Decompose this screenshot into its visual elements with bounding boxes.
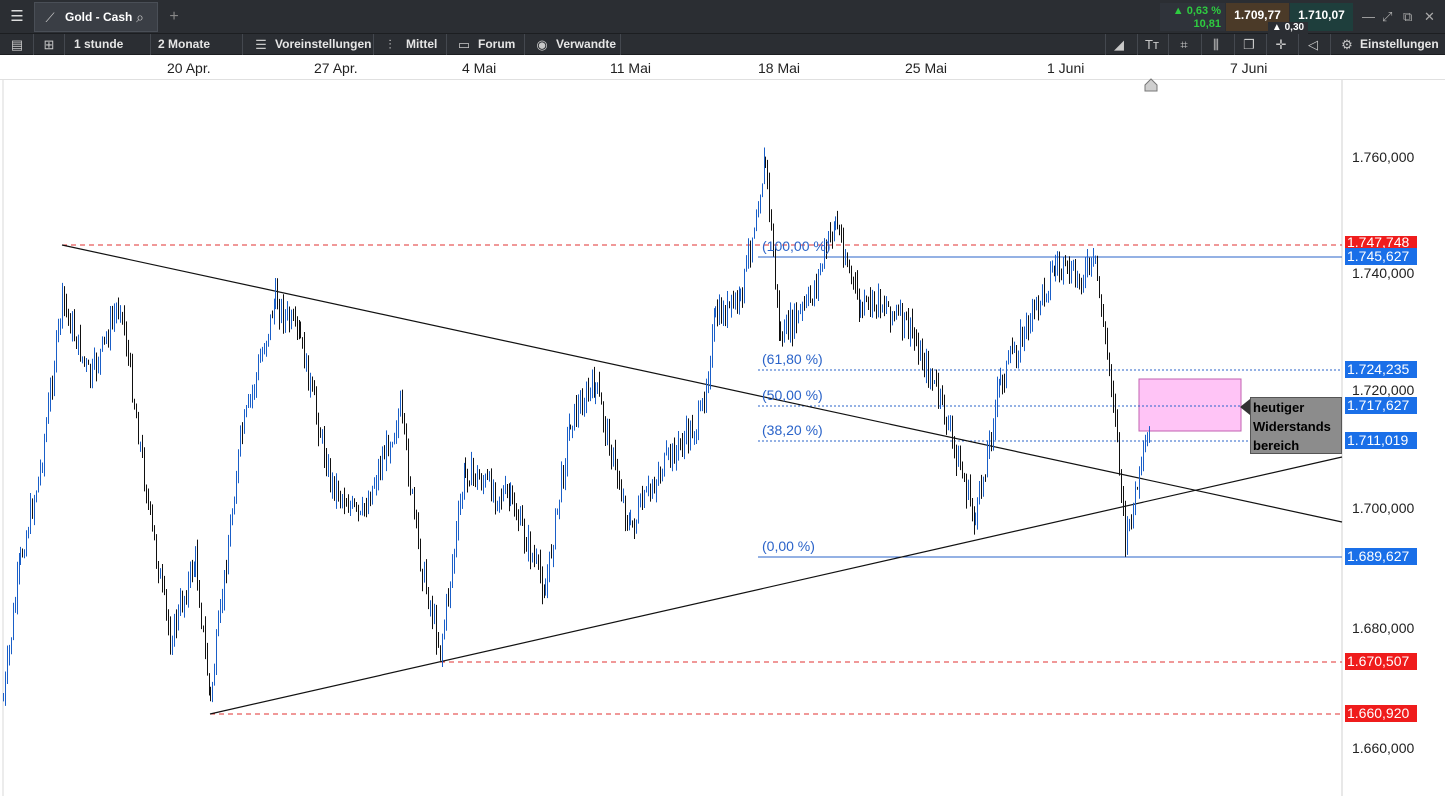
price-tag-1717: 1.717,627 — [1345, 397, 1417, 414]
indicator-button[interactable]: Mittel — [406, 37, 438, 51]
date-label: 11 Mai — [610, 60, 651, 76]
date-label: 18 Mai — [758, 60, 801, 76]
fib-label-618: (61,80 %) — [762, 351, 823, 367]
change-box: ▲ 0,63 % 10,81 — [1160, 3, 1225, 31]
minimize-icon[interactable]: — — [1362, 9, 1375, 24]
bid-price: 1.709,77 — [1234, 8, 1281, 22]
crosshair-grid-icon[interactable]: ⌗ — [1180, 37, 1188, 52]
price-axis-label: 1.760,000 — [1352, 149, 1415, 165]
price-tag-1711: 1.711,019 — [1345, 432, 1417, 449]
date-label: 1 Juni — [1047, 60, 1085, 76]
menu-icon[interactable]: ☰ — [10, 8, 24, 25]
indicator-icon: ⫶ — [388, 37, 392, 52]
price-tag-1689: 1.689,627 — [1345, 548, 1417, 565]
fib-label-50: (50,00 %) — [762, 387, 823, 403]
draw-line-icon[interactable]: ◢ — [1114, 37, 1124, 52]
ask-price: 1.710,07 — [1298, 8, 1345, 22]
candlestick-series — [3, 147, 1150, 706]
instrument-name: Gold - Cash — [65, 10, 133, 24]
price-axis-label: 1.700,000 — [1352, 500, 1415, 516]
label-tag-icon[interactable]: ◁ — [1308, 37, 1318, 52]
date-label: 25 Mai — [905, 60, 948, 76]
fib-label-100: (100,00 %) — [762, 238, 831, 254]
resistance-zone — [1138, 378, 1242, 432]
range-select[interactable]: 2 Monate — [158, 37, 211, 51]
layout-grid-icon[interactable]: ⊞ — [43, 37, 55, 52]
change-absolute: 10,81 — [1193, 18, 1221, 30]
chat-icon: ▭ — [457, 37, 471, 52]
close-icon[interactable]: ✕ — [1424, 9, 1435, 24]
fib-label-382: (38,20 %) — [762, 422, 823, 438]
price-axis-label: 1.680,000 — [1352, 620, 1415, 636]
crosshair-icon[interactable]: ✛ — [1275, 37, 1287, 52]
price-axis-label: 1.720,000 — [1352, 382, 1415, 398]
change-percent: ▲ 0,63 % — [1172, 5, 1221, 17]
search-icon[interactable]: ⌕ — [136, 9, 144, 25]
sliders-icon: ☰ — [255, 37, 267, 52]
date-axis: 20 Apr. 27 Apr. 4 Mai 11 Mai 18 Mai 25 M… — [0, 56, 1445, 80]
top-bar: ☰ ⟋ Gold - Cash ⌕ + ▲ 0,63 % 10,81 1.709… — [0, 0, 1445, 34]
price-tag-1745: 1.745,627 — [1345, 248, 1417, 265]
annotation-note[interactable]: heutiger Widerstands bereich — [1250, 397, 1342, 454]
spread-value: ▲ 0,30 — [1268, 22, 1308, 34]
price-axis-label: 1.740,000 — [1352, 265, 1415, 281]
eye-icon: ◉ — [536, 37, 548, 52]
einstellungen-button[interactable]: Einstellungen — [1360, 37, 1439, 51]
chart-line-icon: ⟋ — [45, 10, 55, 25]
date-label: 4 Mai — [462, 60, 497, 76]
presets-button[interactable]: Voreinstellungen — [275, 37, 372, 51]
chart-toolbar: ▤ ⊞ 1 stunde 2 Monate ☰ Voreinstellungen… — [0, 34, 1445, 55]
date-label: 7 Juni — [1230, 60, 1268, 76]
add-tab-icon[interactable]: + — [169, 8, 179, 25]
popout-icon[interactable]: ⧉ — [1403, 9, 1413, 24]
instrument-tab[interactable]: ⟋ Gold - Cash ⌕ — [34, 2, 158, 32]
text-size-icon[interactable]: Tт — [1145, 37, 1159, 52]
gear-icon[interactable]: ⚙ — [1341, 37, 1353, 52]
note-pointer — [1240, 399, 1250, 415]
note-line: Widerstands — [1253, 419, 1331, 434]
interval-select[interactable]: 1 stunde — [74, 37, 124, 51]
date-label: 27 Apr. — [314, 60, 358, 76]
candles-icon[interactable]: ⫼ — [1213, 37, 1219, 52]
price-axis-label: 1.660,000 — [1352, 740, 1415, 756]
price-tag-1724: 1.724,235 — [1345, 361, 1417, 378]
ascending-trendline — [209, 456, 1343, 715]
layers-icon[interactable]: ❐ — [1243, 37, 1255, 52]
price-tag-1747: 1.747,748 — [1345, 236, 1417, 248]
scroll-handle-icon — [1144, 78, 1158, 92]
note-line: bereich — [1253, 438, 1300, 453]
list-icon[interactable]: ▤ — [10, 37, 24, 52]
related-button[interactable]: Verwandte — [556, 37, 617, 51]
date-label: 20 Apr. — [167, 60, 211, 76]
forum-button[interactable]: Forum — [478, 37, 516, 51]
note-line: heutiger — [1253, 400, 1305, 415]
price-tag-1660: 1.660,920 — [1345, 705, 1417, 722]
price-tag-1670: 1.670,507 — [1345, 653, 1417, 670]
ask-button[interactable]: 1.710,07 — [1290, 3, 1353, 31]
fib-label-0: (0,00 %) — [762, 538, 815, 554]
expand-icon[interactable]: ⤢ — [1382, 9, 1393, 24]
